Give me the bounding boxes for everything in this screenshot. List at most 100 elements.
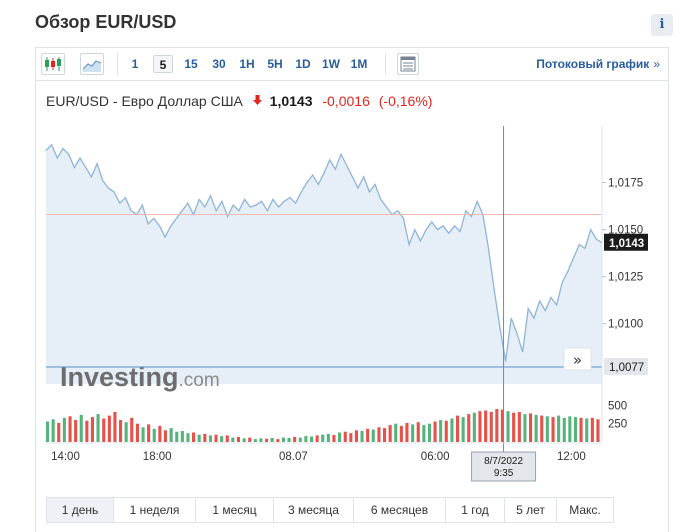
volume-bar	[214, 434, 218, 442]
price-area-fill	[46, 144, 602, 384]
candlestick-icon[interactable]	[41, 53, 65, 75]
chart-frame	[35, 47, 669, 532]
range-max[interactable]: Макс.	[569, 503, 601, 517]
volume-bar	[74, 420, 78, 442]
volume-bar	[529, 413, 533, 442]
range-1-year[interactable]: 1 год	[446, 498, 505, 522]
crosshair-time-box	[471, 451, 537, 482]
range-1-day[interactable]: 1 день	[47, 498, 114, 522]
volume-bar	[545, 416, 549, 442]
volume-bar	[568, 416, 572, 442]
volume-tick-label: 250	[608, 419, 627, 431]
volume-bar	[169, 428, 173, 442]
volume-bar	[349, 433, 353, 442]
y-tick-label: 1,0175	[608, 177, 643, 189]
volume-layer	[46, 409, 600, 442]
volume-bar	[259, 438, 263, 442]
interval-1m[interactable]: 1M	[350, 57, 368, 71]
volume-bar	[90, 417, 94, 442]
toolbar-separator	[117, 53, 118, 75]
interval-1w[interactable]: 1W	[322, 57, 340, 71]
interval-15[interactable]: 15	[184, 57, 198, 71]
volume-bar	[411, 424, 415, 442]
range-6-months[interactable]: 6 месяцев	[354, 498, 446, 522]
price-change: -0,0016	[322, 93, 370, 110]
quote-header: EUR/USD - Евро Доллар США 1,0143 -0,0016…	[46, 92, 432, 109]
volume-bar	[186, 433, 190, 442]
volume-bar	[326, 433, 330, 442]
y-tick-label: 1,0100	[608, 319, 643, 331]
volume-bar	[265, 438, 269, 442]
chart-toolbar: 1 5 15 30 1H 5H 1D 1W 1M Потоковый графи…	[35, 47, 669, 81]
stream-chart-link[interactable]: Потоковый график»	[536, 55, 660, 73]
volume-bar	[281, 437, 285, 442]
interval-1h[interactable]: 1H	[239, 57, 255, 71]
range-1-month[interactable]: 1 месяц	[196, 498, 274, 522]
volume-bar	[534, 414, 538, 442]
volume-bar	[304, 436, 308, 442]
volume-bar	[343, 431, 347, 442]
toolbar-separator	[385, 53, 386, 75]
volume-bar	[175, 431, 179, 442]
volume-bar	[141, 427, 145, 442]
volume-bar	[444, 420, 448, 442]
range-1-week[interactable]: 1 неделя	[114, 498, 196, 522]
down-arrow-icon	[252, 94, 262, 108]
volume-bar	[253, 439, 257, 442]
price-area-layer	[45, 143, 603, 384]
volume-bar	[427, 423, 431, 442]
price-change-percent: (-0,16%)	[378, 93, 433, 110]
volume-bar	[461, 417, 465, 442]
range-5-years[interactable]: 5 лет	[505, 498, 557, 522]
volume-bar	[478, 411, 482, 442]
interval-1[interactable]: 1	[131, 57, 139, 71]
chart-axes: 1,0175 1,0150 1,0125 1,0100 1,0143 500 250 14:0…	[46, 126, 648, 463]
interval-5[interactable]: 5	[153, 55, 173, 73]
last-price-box	[604, 233, 648, 251]
interval-1d[interactable]: 1D	[295, 57, 311, 71]
x-tick-label: 06:00	[421, 451, 450, 463]
x-tick-label: 14:00	[51, 451, 80, 463]
volume-bar	[85, 420, 89, 442]
volume-tick-label: 500	[608, 400, 627, 412]
area-chart-icon[interactable]	[80, 53, 104, 75]
volume-bar	[467, 414, 471, 442]
volume-bar	[371, 429, 375, 442]
interval-30[interactable]: 30	[212, 57, 226, 71]
volume-bar	[242, 438, 246, 442]
volume-bar	[68, 416, 72, 442]
volume-bar	[57, 422, 61, 442]
instrument-name: EUR/USD - Евро Доллар США	[46, 93, 243, 110]
volume-bar	[208, 435, 212, 442]
volume-bar	[360, 431, 364, 442]
volume-bar	[579, 417, 583, 442]
crosshair-time-label: 8/7/2022	[484, 456, 523, 467]
x-tick-label: 18:00	[143, 451, 172, 463]
volume-bar	[388, 425, 392, 442]
volume-bar	[62, 417, 66, 442]
info-icon[interactable]: i	[651, 14, 673, 36]
volume-bar	[557, 415, 561, 442]
range-selector: 1 день 1 неделя 1 месяц 3 месяца 6 месяц…	[46, 497, 614, 523]
volume-bar	[276, 439, 280, 442]
volume-bar	[248, 437, 252, 442]
volume-bar	[573, 417, 577, 442]
range-3-months[interactable]: 3 месяца	[274, 498, 354, 522]
volume-bar	[152, 428, 156, 442]
volume-bar	[270, 438, 274, 442]
interval-5h[interactable]: 5H	[267, 57, 283, 71]
volume-bar	[517, 411, 521, 442]
volume-bar	[332, 435, 336, 442]
scroll-right-button[interactable]: »	[563, 347, 592, 371]
volume-bar	[310, 436, 314, 442]
volume-bar	[158, 425, 162, 442]
crosshair-price-box	[604, 358, 648, 376]
table-icon[interactable]	[397, 53, 419, 75]
volume-bar	[107, 415, 111, 442]
volume-bar	[236, 436, 240, 442]
last-price: 1,0143	[269, 93, 313, 110]
volume-bar	[354, 430, 358, 442]
volume-bar	[523, 414, 527, 442]
